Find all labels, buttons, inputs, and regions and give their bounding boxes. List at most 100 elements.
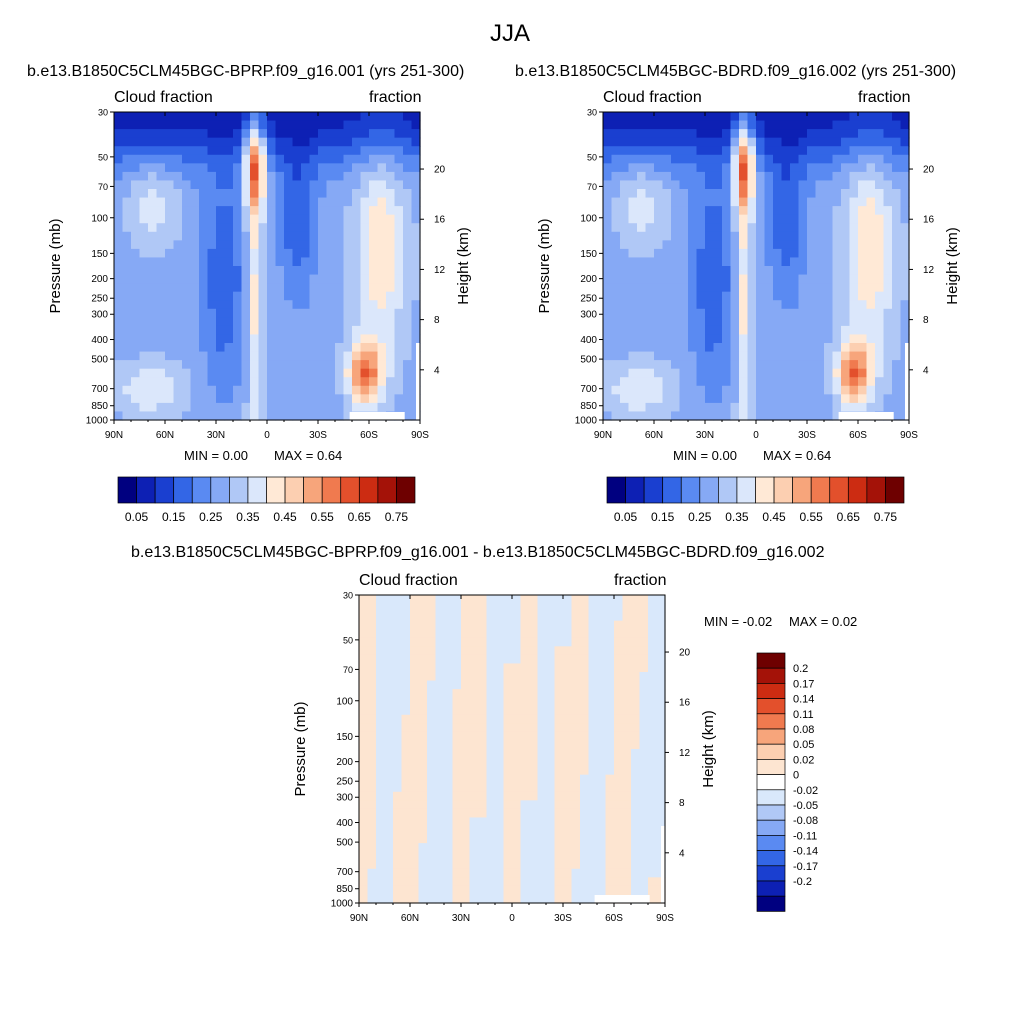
panel-3-cell — [367, 851, 377, 861]
panel-1-cell — [131, 300, 141, 310]
panel-3-cell — [563, 843, 573, 853]
panel-2-cell — [628, 180, 638, 190]
panel-1-cell — [207, 180, 217, 190]
panel-3-cell — [537, 603, 547, 613]
panel-3-cell — [512, 757, 522, 767]
panel-1-cell — [224, 180, 234, 190]
panel-2-cell — [730, 274, 740, 284]
panel-2-cell — [747, 291, 757, 301]
panel-2-cell — [756, 283, 766, 293]
panel-2-cell — [722, 163, 732, 173]
panel-2-cell — [637, 180, 647, 190]
panel-1-cell — [411, 334, 421, 344]
panel-2-cell — [696, 171, 706, 182]
panel-1-cell — [267, 308, 277, 318]
panel-2-cell — [773, 402, 783, 413]
panel-1-cell — [114, 343, 124, 353]
panel-3-cell — [384, 680, 394, 690]
panel-3-cell — [622, 646, 632, 656]
panel-3-cell — [444, 620, 454, 630]
panel-3-cell — [401, 723, 411, 733]
panel-1-cell — [309, 411, 319, 421]
panel-2-cell — [883, 266, 893, 276]
panel-2-cell — [671, 385, 681, 395]
panel-1-cell — [224, 274, 234, 284]
panel-3-cell — [563, 740, 573, 750]
panel-3-cell — [469, 843, 479, 853]
panel-2-cell — [611, 231, 621, 241]
panel-1-cell — [156, 112, 166, 122]
panel-3-cell — [639, 800, 649, 810]
panel-2-cell — [781, 300, 791, 310]
panel-2-cell — [883, 214, 893, 224]
colorbar-3-box — [756, 880, 786, 897]
panel-3-cell — [597, 629, 607, 639]
panel-3-cell — [588, 860, 598, 870]
panel-2-cell — [832, 137, 842, 147]
panel-2-cell — [654, 394, 664, 404]
panel-3-cell — [384, 603, 394, 613]
panel-2-cell — [875, 283, 885, 293]
panel-1-cell — [250, 360, 260, 370]
panel-2-cell — [892, 343, 902, 353]
panel-1-cell — [139, 360, 149, 370]
panel-2-cell — [798, 283, 808, 293]
panel-3-cell — [495, 843, 505, 853]
panel-2-cell — [679, 171, 689, 182]
panel-3-cell — [512, 697, 522, 707]
panel-3-cell — [444, 672, 454, 682]
panel-3-cell — [622, 654, 632, 665]
panel-3-cell — [588, 697, 598, 707]
panel-2-cell — [815, 360, 825, 370]
panel-1-cell — [352, 266, 362, 276]
panel-2-cell — [892, 240, 902, 250]
panel-2-cell — [875, 154, 885, 164]
panel-1-cell — [250, 180, 260, 190]
panel-1-cell — [156, 120, 166, 130]
panel-2-cell — [713, 146, 723, 156]
panel-1-cell — [156, 163, 166, 173]
panel-3-cell — [486, 629, 496, 639]
panel-1-cell — [301, 146, 311, 156]
panel-2-cell — [628, 351, 638, 361]
panel-2-cell — [747, 394, 757, 404]
panel-1-cell — [122, 206, 132, 216]
panel-2-cell — [679, 223, 689, 233]
panel-2-cell — [747, 197, 757, 207]
panel-1-cell — [326, 283, 336, 293]
panel-1-cell — [139, 291, 149, 301]
colorbar-1-box — [136, 476, 156, 504]
panel-2-cell — [815, 394, 825, 404]
panel-1-cell — [258, 257, 268, 267]
panel-1-cell — [122, 137, 132, 147]
panel-1-cell — [411, 325, 421, 336]
panel-2-cell — [900, 257, 910, 267]
panel-3-cell — [452, 680, 462, 690]
panel-1-cell — [182, 274, 192, 284]
panel-3-cell — [469, 860, 479, 870]
panel-2-cell — [722, 360, 732, 370]
panel-3-cell — [529, 672, 539, 682]
panel-2-cell — [858, 223, 868, 233]
panel-3-cell — [384, 766, 394, 776]
panel-1-cell — [377, 343, 387, 353]
panel-1-cell — [394, 274, 404, 284]
panel-2-cell — [662, 385, 672, 395]
panel-1-cell — [352, 325, 362, 336]
panel-1-cell — [139, 266, 149, 276]
panel-3-cell — [554, 723, 564, 733]
panel-1-cell — [275, 283, 285, 293]
panel-2-cell — [628, 214, 638, 224]
panel-1-cell — [173, 394, 183, 404]
panel-3-cell — [571, 774, 581, 784]
panel-1-cell — [199, 240, 209, 250]
panel-2-cell — [645, 180, 655, 190]
panel-2-cell — [892, 283, 902, 293]
panel-2-cell — [637, 171, 647, 182]
panel-3-title: b.e13.B1850C5CLM45BGC-BPRP.f09_g16.001 -… — [131, 544, 825, 561]
panel-1-cell — [241, 394, 251, 404]
panel-2-cell — [790, 266, 800, 276]
panel-2-cell — [637, 274, 647, 284]
panel-3-cell — [444, 714, 454, 724]
panel-2-cell — [620, 377, 630, 387]
